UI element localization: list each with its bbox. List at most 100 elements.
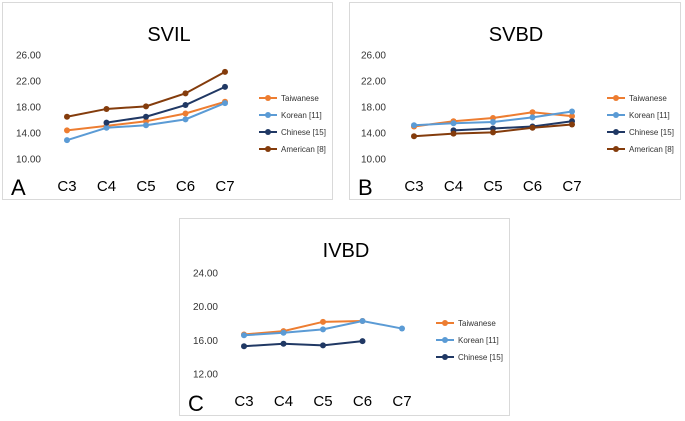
chart-b-data-point (529, 124, 536, 131)
chart-c-data-point (320, 318, 326, 325)
chart-c-series-line (243, 340, 363, 348)
chart-a-ytick-label: 18.00 (16, 103, 41, 114)
chart-svg-c: IVBD 12.00 16.00 20.00 24.00 C3 C4 C5 C6 C7 Taiwan… (188, 240, 503, 416)
chart-b-legend-marker (613, 146, 619, 152)
chart-c-legend-marker (442, 337, 448, 343)
chart-a-data-point (143, 122, 149, 129)
chart-c-ytick-label: 24.00 (193, 269, 218, 280)
chart-a-data-point (182, 110, 189, 117)
chart-a-data-point (64, 137, 70, 144)
chart-a-ytick-label: 22.00 (16, 77, 41, 88)
chart-a-data-point (222, 68, 228, 75)
chart-svg-b: SVBD 10.00 14.00 18.00 22.00 26.00 C3 C4 C5 C6 C7 T… (358, 24, 674, 200)
chart-b-legend-label: Taiwanese (629, 94, 667, 103)
chart-a-panel-letter: A (11, 175, 26, 200)
chart-a-legend-marker (265, 95, 271, 101)
chart-b-legend-label: Chinese [15] (629, 128, 674, 137)
chart-b-data-point (569, 113, 575, 120)
chart-a-legend-label: Korean [11] (281, 111, 322, 120)
chart-b-data-point (569, 108, 575, 115)
chart-c-legend-label: Taiwanese (458, 319, 496, 328)
chart-c-data-point (399, 325, 405, 332)
chart-b-title: SVBD (489, 24, 543, 46)
chart-a-data-point (222, 83, 228, 90)
chart-a-data-point (182, 116, 189, 123)
chart-b-data-point (411, 122, 417, 129)
chart-a-legend-label: Chinese [15] (281, 128, 326, 137)
chart-b-legend-label: Korean [11] (629, 111, 670, 120)
chart-a-data-point (64, 127, 70, 134)
chart-b-data-point (490, 118, 496, 125)
chart-c-xtick-label: C3 (234, 393, 253, 410)
chart-a-legend-label: Taiwanese (281, 94, 319, 103)
chart-a-xtick-label: C6 (176, 178, 195, 195)
chart-b-legend-label: American [8] (629, 145, 674, 154)
chart-a-legend-marker (265, 112, 271, 118)
chart-c-title: IVBD (323, 240, 370, 262)
chart-c-legend-marker (442, 354, 448, 360)
chart-a-xtick-label: C7 (215, 178, 234, 195)
chart-a-data-point (143, 103, 149, 110)
chart-b-legend-marker (613, 129, 619, 135)
chart-b-legend-marker (613, 112, 619, 118)
chart-c-data-point (359, 338, 366, 345)
chart-panel-b: SVBD 10.00 14.00 18.00 22.00 26.00 C3 C4 C5 C6 C7 T… (349, 2, 681, 200)
chart-c-data-point (359, 317, 366, 324)
chart-c-xtick-label: C4 (274, 393, 293, 410)
chart-a-series-line (66, 71, 226, 118)
chart-a-data-point (182, 90, 189, 97)
chart-b-xtick-label: C6 (523, 178, 542, 195)
chart-a-legend-marker (265, 146, 271, 152)
chart-a-xtick-label: C4 (97, 178, 116, 195)
chart-b-xtick-label: C4 (444, 178, 463, 195)
chart-panel-a: SVIL 10.00 14.00 18.00 22.00 26.00 C3 C4 C5 C6 C7 T… (2, 2, 333, 200)
chart-b-data-point (529, 109, 536, 116)
chart-b-xtick-label: C5 (483, 178, 502, 195)
chart-b-xtick-label: C7 (562, 178, 581, 195)
chart-b-data-point (569, 121, 575, 128)
chart-a-data-point (103, 105, 110, 112)
chart-c-xtick-label: C6 (353, 393, 372, 410)
chart-b-ytick-label: 26.00 (361, 51, 386, 62)
chart-a-xtick-label: C5 (136, 178, 155, 195)
chart-c-panel-letter: C (188, 391, 204, 416)
chart-a-xtick-label: C3 (57, 178, 76, 195)
chart-c-ytick-label: 12.00 (193, 370, 218, 381)
chart-a-data-point (103, 124, 110, 131)
chart-b-panel-letter: B (358, 175, 373, 200)
chart-a-series-line (106, 85, 226, 124)
chart-a-data-point (103, 119, 110, 126)
chart-b-legend-marker (613, 95, 619, 101)
chart-c-data-point (241, 343, 247, 350)
chart-a-ytick-label: 26.00 (16, 51, 41, 62)
chart-c-series-line (243, 319, 363, 336)
chart-b-xtick-label: C3 (404, 178, 423, 195)
chart-c-xtick-label: C7 (392, 393, 411, 410)
chart-b-data-point (450, 120, 457, 127)
chart-c-legend-marker (442, 320, 448, 326)
chart-c-data-point (280, 329, 287, 336)
chart-c-legend-label: Korean [11] (458, 336, 499, 345)
chart-c-data-point (280, 340, 287, 347)
chart-c-data-point (241, 332, 247, 339)
chart-a-data-point (64, 113, 70, 120)
chart-b-data-point (411, 133, 417, 140)
chart-b-data-point (450, 130, 457, 137)
chart-b-series-line (453, 120, 573, 132)
chart-b-ytick-label: 14.00 (361, 129, 386, 140)
chart-svg-a: SVIL 10.00 14.00 18.00 22.00 26.00 C3 C4 C5 C6 C7 T… (11, 24, 326, 200)
chart-a-ytick-label: 14.00 (16, 129, 41, 140)
chart-c-legend-label: Chinese [15] (458, 353, 503, 362)
chart-b-data-point (490, 129, 496, 136)
chart-b-data-point (529, 114, 536, 121)
chart-c-ytick-label: 20.00 (193, 302, 218, 313)
chart-panel-c: IVBD 12.00 16.00 20.00 24.00 C3 C4 C5 C6 C7 Taiwan… (179, 218, 510, 416)
chart-a-legend-marker (265, 129, 271, 135)
chart-b-ytick-label: 18.00 (361, 103, 386, 114)
chart-a-data-point (143, 113, 149, 120)
chart-a-data-point (182, 102, 189, 109)
chart-a-title: SVIL (147, 24, 190, 46)
chart-b-ytick-label: 10.00 (361, 155, 386, 166)
chart-c-ytick-label: 16.00 (193, 336, 218, 347)
chart-c-xtick-label: C5 (313, 393, 332, 410)
